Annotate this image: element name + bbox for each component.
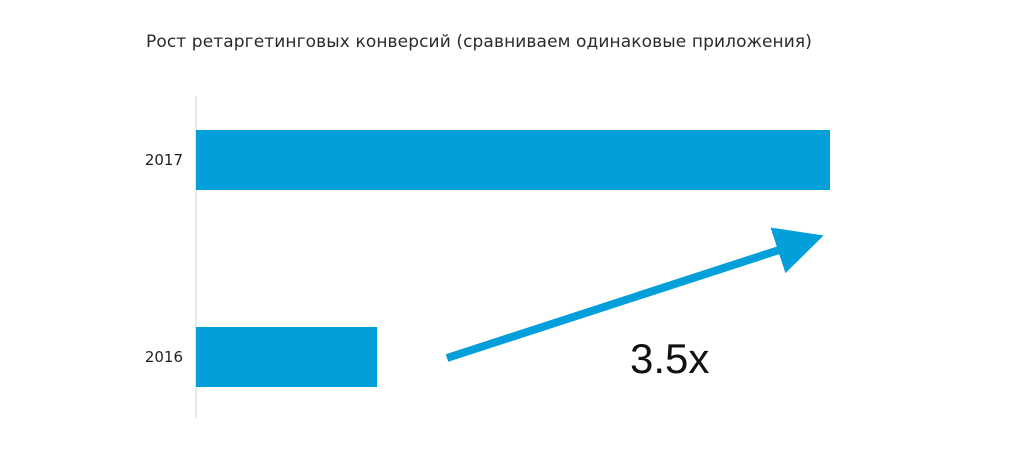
category-label-2016: 2016 — [145, 348, 183, 366]
bar-2016 — [196, 327, 378, 387]
annotation-label: 3.5x — [630, 335, 709, 382]
bar-2017 — [196, 130, 830, 190]
chart-title: Рост ретаргетинговых конверсий (сравнива… — [146, 32, 812, 52]
growth-arrow — [445, 227, 824, 362]
category-label-2017: 2017 — [145, 151, 183, 169]
